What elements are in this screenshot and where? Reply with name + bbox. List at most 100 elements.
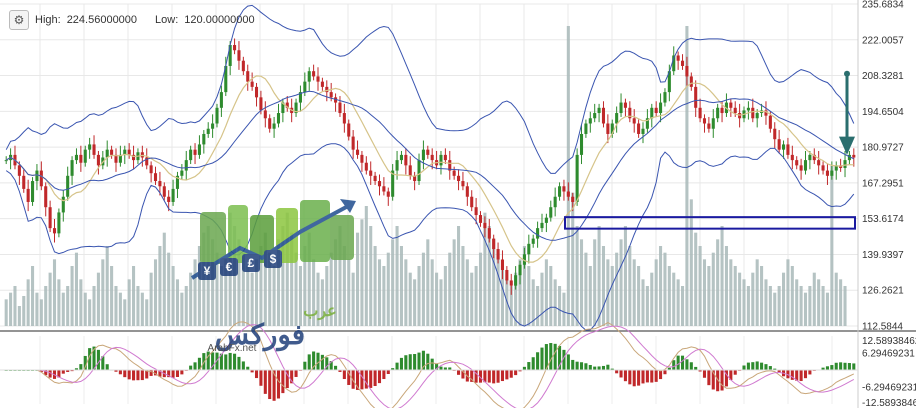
gear-icon[interactable]: ⚙ [9, 10, 29, 30]
candle-body [386, 191, 390, 197]
y-tick-label: 167.2951 [862, 178, 904, 189]
volume-bar [584, 252, 588, 326]
macd-bar [474, 370, 478, 383]
volume-bar [9, 292, 13, 326]
macd-bar [672, 360, 676, 370]
candle-body [88, 144, 92, 150]
macd-bar [316, 352, 320, 370]
macd-bar [250, 370, 254, 373]
macd-bar [193, 362, 197, 370]
volume-bar [167, 252, 171, 326]
candle-body [461, 181, 465, 187]
candle-body [316, 76, 320, 82]
candle-body [566, 191, 570, 197]
volume-bar [347, 259, 351, 326]
volume-bar [399, 246, 403, 326]
macd-bar [101, 356, 105, 370]
macd-bar [470, 370, 474, 382]
candle-body [825, 170, 829, 176]
y-tick-label: 153.6174 [862, 214, 904, 225]
candle-body [35, 170, 39, 182]
candle-body [597, 107, 601, 114]
volume-bar [329, 252, 333, 326]
candle-body [650, 107, 654, 119]
macd-bar [276, 370, 281, 399]
volume-bar [92, 286, 96, 326]
volume-bar [224, 259, 228, 326]
candle-body [421, 149, 425, 161]
volume-bar [729, 259, 733, 326]
candle-body [536, 228, 540, 239]
volume-bar [140, 292, 144, 326]
macd-bar [386, 370, 390, 375]
macd-bar [834, 362, 838, 370]
candle-body [145, 157, 149, 166]
macd-bar [171, 370, 175, 378]
macd-bar [351, 370, 355, 389]
macd-histogram [4, 343, 856, 401]
volume-bar [830, 166, 834, 326]
macd-bar [562, 349, 566, 370]
candle-body [527, 243, 531, 255]
macd-bar [751, 362, 755, 370]
macd-bar [237, 356, 241, 370]
macd-bar [531, 357, 535, 370]
candle-body [553, 196, 557, 208]
candle-body [430, 154, 434, 161]
candle-body [395, 160, 399, 171]
volume-bar [307, 232, 311, 326]
volume-bar [237, 239, 241, 326]
volume-bar [654, 259, 658, 326]
macd-bar [777, 370, 781, 373]
volume-bar [773, 292, 777, 326]
volume-bar [461, 246, 465, 326]
candle-body [355, 149, 360, 155]
macd-bar [263, 370, 267, 394]
candle-body [233, 45, 237, 51]
volume-bar [694, 232, 698, 326]
candle-body [707, 123, 711, 129]
candle-body [382, 186, 386, 192]
volume-bar [215, 252, 219, 326]
volume-bar [483, 212, 487, 326]
candle-body [184, 160, 188, 171]
candle-body [716, 107, 720, 119]
candle-body [149, 165, 153, 174]
macd-bar [729, 370, 733, 381]
volume-bar [430, 259, 434, 326]
candle-body [26, 188, 30, 202]
logo-currency-box [242, 254, 260, 272]
logo-bar [200, 212, 226, 264]
volume-bar [465, 259, 469, 326]
candle-body [808, 154, 812, 161]
macd-bar [659, 370, 663, 380]
macd-bar [667, 367, 671, 370]
macd-bar [395, 362, 399, 370]
volume-bar [615, 252, 619, 326]
candle-body [228, 45, 232, 66]
logo-currency-box [198, 262, 216, 280]
candle-body [79, 154, 83, 163]
macd-bar [285, 370, 289, 389]
candle-body [615, 113, 619, 124]
macd-bar [619, 370, 623, 378]
macd-bar [650, 370, 654, 383]
volume-bar [650, 272, 654, 326]
volume-bar [13, 286, 17, 326]
macd-bar [716, 370, 720, 392]
volume-bar [566, 26, 570, 326]
candle-body [729, 102, 733, 108]
macd-bar [312, 351, 316, 370]
volume-bar [746, 286, 750, 326]
candle-body [781, 144, 786, 150]
volume-bar [268, 252, 272, 326]
volume-bar [17, 306, 21, 326]
volume-bar [575, 226, 579, 326]
volume-bar [96, 272, 100, 326]
volume-bar [88, 299, 92, 326]
volume-bar [768, 286, 772, 326]
volume-bar [812, 272, 816, 326]
macd-bar [808, 370, 812, 375]
candlesticks [4, 38, 856, 295]
macd-bar [88, 348, 92, 370]
